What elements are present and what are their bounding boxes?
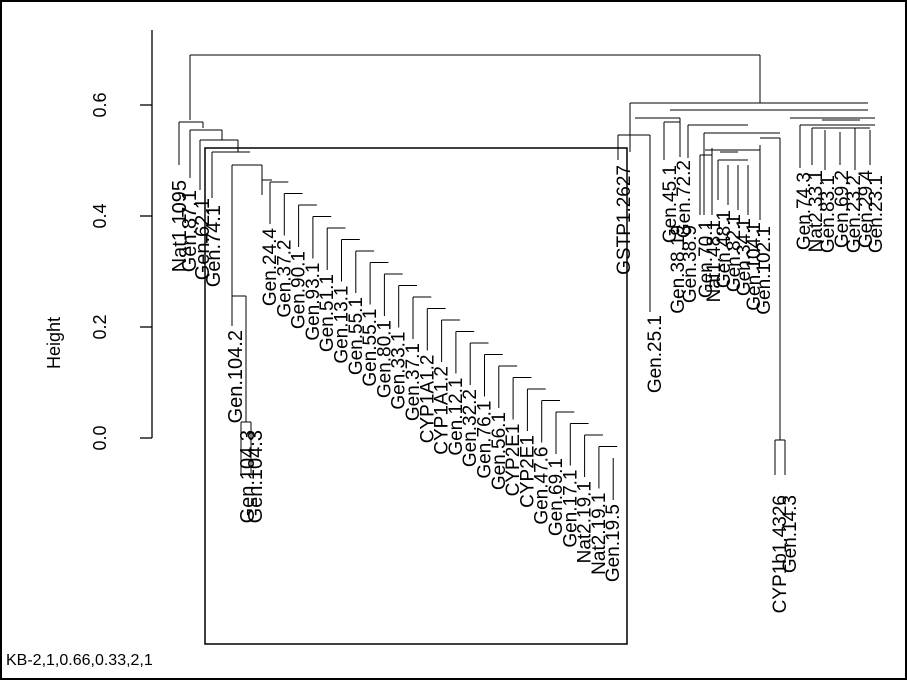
leaf-label: Gen.74.3 (794, 172, 815, 250)
leaf-label: Nat2.19.1 (575, 481, 596, 563)
y-axis (140, 30, 153, 439)
leaf-label: CYP1b1.4326 (770, 495, 791, 613)
leaf-label: Gen.70.1 (696, 220, 717, 298)
leaf-label: Gen.87.1 (179, 190, 201, 272)
leaf-label: Gen.102.1 (754, 226, 775, 315)
leaf-label: Gen.104.2 (225, 330, 247, 423)
leaf-label: Nat1.48.1 (704, 220, 725, 302)
leaf-label: Gen.69.2 (832, 170, 853, 248)
leaf-label: Gen.17.1 (560, 470, 581, 548)
leaf-label: Gen.55.1 (346, 297, 367, 375)
leaf-label: Gen.13.1 (332, 286, 353, 364)
leaf-label: Gen.34.1 (734, 218, 755, 296)
y-tick-label: 0.0 (90, 425, 110, 450)
leaf-label: Gen.69.1 (546, 458, 567, 536)
leaf-label: Gen.72.2 (674, 160, 695, 238)
leaf-label: Gen.38.19 (668, 225, 689, 314)
leaf-label: Gen.56.1 (489, 412, 510, 490)
leaf-label: Gen.51.1 (317, 274, 338, 352)
y-tick-label: 0.2 (90, 314, 110, 339)
leaf-label: Gen.24.4 (260, 228, 281, 307)
leaf-label: CYP2E1 (503, 424, 524, 497)
leaf-label: CYP2E1 (517, 435, 538, 508)
leaf-label: Gen.25.1 (645, 315, 666, 393)
leaf-label: Gen.38.9 (680, 225, 701, 303)
y-axis-label: Height (44, 317, 64, 369)
leaf-label: GSTP1.2627 (614, 165, 635, 275)
leaf-label: Gen.23.1 (866, 175, 887, 253)
leaf-label: Gen.104.3 (245, 430, 267, 523)
y-tick-label: 0.4 (90, 203, 110, 228)
leaf-label: Nat1.1095 (169, 180, 191, 272)
leaf-label: Gen.74.1 (203, 205, 225, 287)
leaf-label: Gen.80.1 (374, 320, 395, 398)
leaf-label: Gen.62.1 (192, 198, 214, 280)
leaf-label: Gen.83.1 (818, 175, 839, 253)
leaf-label: Gen.48.1 (714, 210, 735, 288)
leaf-label: Gen.33.1 (389, 332, 410, 410)
leaf-label: Gen.104.3 (237, 430, 259, 523)
leaf-label: Gen.55.1 (360, 309, 381, 387)
leaf-label: Gen.82.1 (724, 214, 745, 292)
leaf-label: CYP1A1.2 (432, 366, 453, 455)
cluster-box (204, 147, 628, 645)
leaf-label: Gen.93.1 (303, 263, 324, 341)
leaf-label: Gen.23.2 (844, 175, 865, 253)
leaf-label: Gen.14.3 (780, 495, 801, 573)
leaf-label: Gen.12.1 (446, 378, 467, 456)
leaf-label: Nat2.19.1 (589, 493, 610, 575)
leaf-label: Nat2.33.1 (806, 170, 827, 252)
dendrogram-branches (178, 54, 875, 500)
y-tick-label: 0.6 (90, 92, 110, 117)
leaf-label: CYP1A1.2 (417, 355, 438, 444)
leaf-label: Gen.32.2 (460, 389, 481, 467)
caption: KB-2,1,0.66,0.33,2,1 (6, 652, 153, 669)
leaf-label: Gen.104.1 (744, 222, 765, 311)
leaf-label: Gen.37.2 (274, 240, 295, 318)
leaf-label: Gen.45.1 (660, 165, 681, 243)
leaf-label: Gen.76.1 (475, 401, 496, 479)
leaf-label: Gen.47.6 (532, 447, 553, 525)
leaf-label: Gen.37.1 (403, 343, 424, 421)
leaf-label: Gen.19.5 (603, 504, 624, 582)
leaf-label: Gen.90.1 (289, 251, 310, 329)
leaf-label: Gen.29.4 (856, 170, 877, 249)
